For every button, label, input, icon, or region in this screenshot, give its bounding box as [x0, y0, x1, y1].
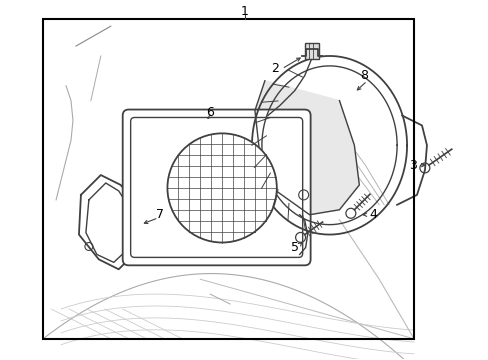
Text: 3: 3: [408, 159, 416, 172]
Text: 6: 6: [206, 106, 214, 119]
Text: 4: 4: [368, 208, 376, 221]
Polygon shape: [254, 81, 359, 215]
FancyBboxPatch shape: [122, 109, 310, 265]
Text: 1: 1: [241, 5, 248, 18]
Bar: [304, 43, 318, 59]
Text: 7: 7: [156, 208, 164, 221]
Text: 2: 2: [270, 62, 278, 75]
Text: 8: 8: [360, 69, 367, 82]
Text: 5: 5: [290, 241, 298, 254]
Circle shape: [167, 133, 276, 243]
Bar: [43, 19, 413, 339]
